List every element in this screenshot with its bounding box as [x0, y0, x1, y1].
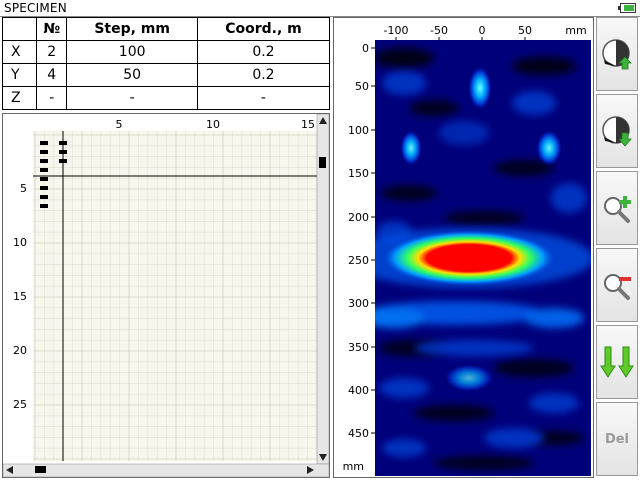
measured-point: [40, 159, 48, 163]
measured-point: [40, 195, 48, 199]
zoom-in-icon: [604, 196, 631, 223]
reflection-spot: [444, 364, 494, 392]
y-tick-label: 15: [13, 290, 27, 303]
y-tick-label: 25: [13, 398, 27, 411]
y-tick-label: 10: [13, 236, 27, 249]
x-tick-label: 15: [301, 118, 315, 131]
reflection-spot: [400, 130, 422, 166]
number-cell[interactable]: 2: [35, 40, 68, 64]
axis-label: Y: [2, 63, 37, 87]
x-tick-label: 10: [206, 118, 220, 131]
measured-point: [40, 141, 48, 145]
y-unit-label: mm: [343, 460, 364, 473]
y-tick-label: 20: [13, 344, 27, 357]
zoom-out-icon: [604, 274, 631, 300]
scroll-down-arrow-icon[interactable]: [319, 454, 327, 461]
header-cell-step: Step, mm: [66, 17, 198, 41]
y-tick-label: 0: [362, 42, 369, 55]
x-tick-label: 0: [479, 24, 486, 37]
y-tick-label: 250: [348, 254, 369, 267]
measured-point: [59, 141, 67, 145]
app-title: SPECIMEN: [4, 1, 67, 15]
major-grid-lines: [33, 131, 318, 461]
scrollbar-thumb[interactable]: [319, 157, 326, 168]
reflection-spot: [468, 66, 492, 110]
x-tick-label: 5: [116, 118, 123, 131]
zoom-out-button[interactable]: [596, 248, 638, 322]
table-row-x[interactable]: X 2 100 0.2: [2, 40, 331, 64]
gain-up-icon: [602, 39, 632, 70]
x-tick-label: -50: [430, 24, 448, 37]
gain-up-button[interactable]: [596, 17, 638, 91]
y-tick-label: 50: [355, 80, 369, 93]
grid-lines: [33, 131, 317, 461]
measured-point: [40, 150, 48, 154]
table-header-row: № Step, mm Coord., m: [2, 17, 331, 41]
vertical-scrollbar[interactable]: [316, 114, 330, 465]
step-cell[interactable]: -: [66, 86, 198, 110]
measurement-points: [40, 141, 67, 208]
battery-icon: [618, 3, 636, 13]
position-grid-panel[interactable]: 5 10 15 5 10 15 20 25: [2, 113, 330, 478]
measured-point: [40, 204, 48, 208]
step-cell[interactable]: 50: [66, 63, 198, 87]
parameter-table: № Step, mm Coord., m X 2 100 0.2 Y 4 50 …: [2, 17, 331, 110]
x-unit-label: mm: [565, 24, 586, 37]
axis-label: Z: [2, 86, 37, 110]
bscan-panel[interactable]: -100 -50 0 50 mm 0 50 100 150 200 250 30…: [333, 17, 594, 478]
measured-point: [40, 177, 48, 181]
zoom-in-button[interactable]: [596, 171, 638, 245]
coord-cell[interactable]: 0.2: [196, 40, 331, 64]
table-row-y[interactable]: Y 4 50 0.2: [2, 63, 331, 87]
y-tick-label: 300: [348, 297, 369, 310]
y-tick-label: 450: [348, 427, 369, 440]
measured-point: [40, 186, 48, 190]
header-cell-coord: Coord., m: [196, 17, 331, 41]
axis-label: X: [2, 40, 37, 64]
scroll-left-arrow-icon[interactable]: [6, 466, 13, 474]
x-tick-label: -100: [384, 24, 409, 37]
number-cell[interactable]: -: [35, 86, 68, 110]
header-cell-axis: [2, 17, 37, 41]
scrollbar-thumb[interactable]: [35, 466, 46, 473]
right-toolbar: Del: [596, 17, 640, 480]
y-tick-label: 150: [348, 167, 369, 180]
coord-cell[interactable]: 0.2: [196, 63, 331, 87]
title-bar: SPECIMEN: [0, 0, 640, 17]
reflection-spot: [536, 130, 562, 166]
bscan-signal: [375, 48, 591, 470]
number-cell[interactable]: 4: [35, 63, 68, 87]
step-cell[interactable]: 100: [66, 40, 198, 64]
gain-down-button[interactable]: [596, 94, 638, 168]
scroll-down-icon: [600, 346, 634, 378]
gain-down-icon: [602, 116, 632, 147]
x-tick-label: 50: [518, 24, 532, 37]
scroll-right-arrow-icon[interactable]: [307, 466, 314, 474]
y-tick-label: 350: [348, 341, 369, 354]
table-row-z[interactable]: Z - - -: [2, 86, 331, 110]
y-tick-marks: [371, 47, 375, 434]
x-tick-marks: [395, 37, 526, 40]
main-reflection: [381, 230, 557, 286]
y-tick-label: 400: [348, 384, 369, 397]
measured-point: [59, 159, 67, 163]
y-tick-label: 100: [348, 124, 369, 137]
grid-area[interactable]: [33, 131, 317, 461]
bscan-image[interactable]: -100 -50 0 50 mm 0 50 100 150 200 250 30…: [334, 18, 595, 479]
delete-label: Del: [604, 431, 630, 447]
delete-button[interactable]: Del: [596, 402, 638, 476]
scroll-up-arrow-icon[interactable]: [319, 117, 327, 124]
measured-point: [59, 150, 67, 154]
coord-cell[interactable]: -: [196, 86, 331, 110]
scrollbar-track[interactable]: [3, 463, 330, 478]
horizontal-scrollbar[interactable]: [3, 463, 330, 478]
position-grid[interactable]: 5 10 15 5 10 15 20 25: [3, 114, 331, 479]
header-cell-number: №: [35, 17, 68, 41]
y-tick-label: 5: [20, 182, 27, 195]
scroll-down-button[interactable]: [596, 325, 638, 399]
measured-point: [40, 168, 48, 172]
y-tick-label: 200: [348, 211, 369, 224]
battery-level: [623, 5, 634, 11]
